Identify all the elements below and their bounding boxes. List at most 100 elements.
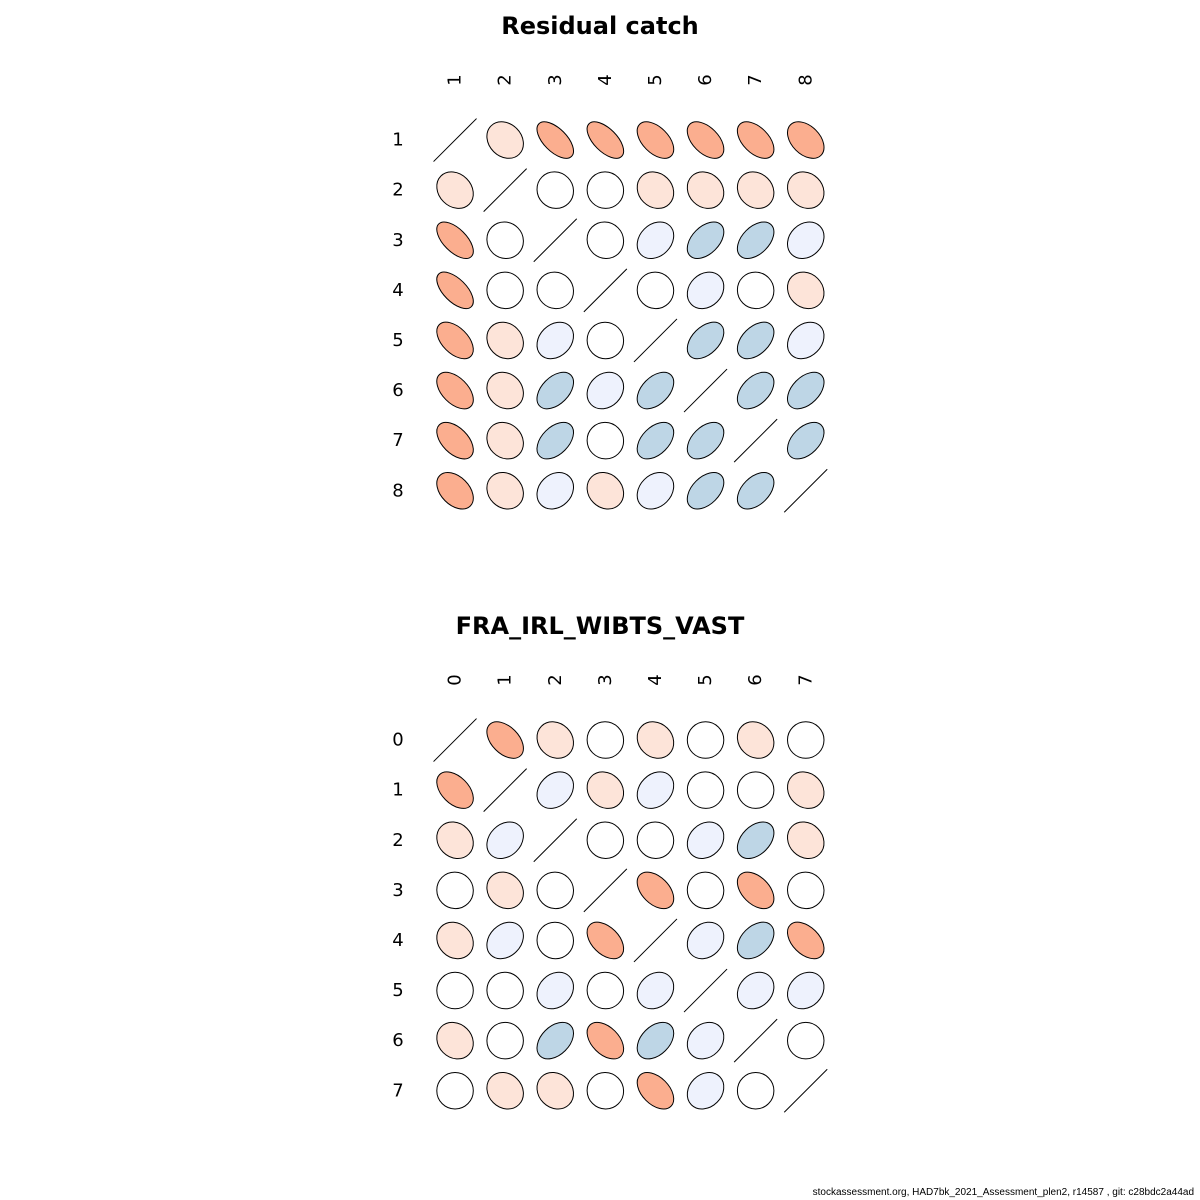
correlation-ellipse [736, 1072, 775, 1110]
correlation-ellipse [787, 971, 825, 1010]
correlation-ellipse [536, 121, 574, 159]
correlation-ellipse [536, 971, 574, 1010]
diagonal-line [783, 468, 828, 513]
correlation-ellipse [787, 321, 825, 360]
diagonal-line [433, 718, 477, 762]
correlation-ellipse [787, 921, 825, 960]
correlation-ellipse [436, 821, 474, 859]
correlation-ellipse [787, 721, 825, 759]
correlation-ellipse [586, 721, 625, 759]
diagonal-line [633, 318, 678, 363]
correlation-ellipse [736, 971, 775, 1010]
diagonal-line [483, 168, 528, 213]
correlation-ellipse [736, 821, 775, 859]
correlation-ellipse [436, 371, 474, 410]
correlation-ellipse [536, 371, 574, 410]
correlation-ellipse [486, 871, 524, 910]
correlation-ellipse [636, 821, 675, 859]
correlation-ellipse [586, 221, 625, 259]
diagonal-line [433, 118, 477, 162]
row-label: 0 [392, 730, 403, 751]
correlation-ellipse [536, 472, 574, 510]
row-label: 3 [392, 230, 403, 251]
diagonal-line [783, 1068, 828, 1113]
column-label: 1 [445, 74, 466, 85]
row-label: 5 [392, 330, 403, 351]
correlation-ellipse [486, 721, 524, 759]
correlation-ellipse [436, 321, 474, 360]
correlation-ellipse [686, 472, 725, 510]
correlation-ellipse [436, 971, 474, 1010]
correlation-ellipse [636, 421, 675, 460]
correlation-ellipse [636, 221, 675, 259]
correlation-ellipse [636, 721, 675, 759]
diagonal-line [533, 818, 578, 863]
column-label: 6 [695, 74, 716, 85]
column-label: 2 [495, 74, 516, 85]
column-label: 2 [545, 674, 566, 685]
correlation-ellipse [586, 371, 625, 410]
column-label: 7 [745, 74, 766, 85]
correlation-ellipse [686, 121, 725, 159]
correlation-ellipse [536, 421, 574, 460]
correlation-ellipse [686, 321, 725, 360]
correlation-ellipse [736, 472, 775, 510]
chart-title: Residual catch [501, 12, 699, 40]
column-label: 3 [545, 74, 566, 85]
column-label: 7 [795, 674, 816, 685]
correlation-ellipse [536, 271, 574, 310]
correlation-ellipse [686, 421, 725, 460]
row-label: 6 [392, 380, 403, 401]
diagonal-line [583, 268, 628, 313]
correlation-ellipse [736, 171, 775, 209]
correlation-ellipse [586, 821, 625, 859]
correlation-ellipse [787, 871, 825, 910]
correlation-ellipse [436, 771, 474, 809]
correlation-ellipse [787, 121, 825, 159]
correlation-ellipse [787, 171, 825, 209]
correlation-ellipse [787, 271, 825, 310]
correlation-ellipse [486, 271, 524, 310]
correlation-ellipse [636, 871, 675, 910]
correlation-ellipse [586, 771, 625, 809]
correlation-ellipse [686, 1072, 725, 1110]
correlation-ellipse [686, 821, 725, 859]
diagonal-line [633, 918, 678, 963]
correlation-chart-2: FRA_IRL_WIBTS_VAST 0 1 2 3 4 5 6 7 0 1 2 3 4 5 6 7 [392, 612, 828, 1113]
correlation-ellipse [736, 871, 775, 910]
correlation-ellipse [686, 771, 725, 809]
correlation-ellipse [686, 1021, 725, 1060]
correlation-ellipse [636, 271, 675, 310]
correlation-ellipse [636, 371, 675, 410]
correlation-ellipse [536, 171, 574, 209]
correlation-ellipse [536, 1021, 574, 1060]
correlation-ellipse [536, 721, 574, 759]
correlation-ellipse [486, 371, 524, 410]
correlation-ellipse [486, 321, 524, 360]
correlation-ellipse [787, 221, 825, 259]
column-label: 4 [595, 74, 616, 85]
correlation-ellipse [536, 321, 574, 360]
column-label: 4 [645, 674, 666, 685]
correlation-ellipse [586, 472, 625, 510]
correlation-ellipse [787, 771, 825, 809]
correlation-ellipse [586, 1072, 625, 1110]
correlation-ellipse [736, 271, 775, 310]
correlation-ellipse [686, 271, 725, 310]
diagonal-line [683, 368, 728, 413]
row-label: 4 [392, 280, 403, 301]
column-label: 0 [445, 674, 466, 685]
correlation-ellipse [586, 1021, 625, 1060]
correlation-ellipse [536, 921, 574, 960]
row-label: 8 [392, 480, 403, 501]
correlation-ellipse [636, 121, 675, 159]
column-label: 5 [695, 674, 716, 685]
correlation-ellipse [486, 221, 524, 259]
correlation-ellipse [736, 221, 775, 259]
correlation-ellipse [536, 771, 574, 809]
correlation-ellipse [636, 971, 675, 1010]
correlation-ellipse [736, 371, 775, 410]
correlation-ellipse [536, 871, 574, 910]
row-label: 2 [392, 180, 403, 201]
column-label: 1 [495, 674, 516, 685]
